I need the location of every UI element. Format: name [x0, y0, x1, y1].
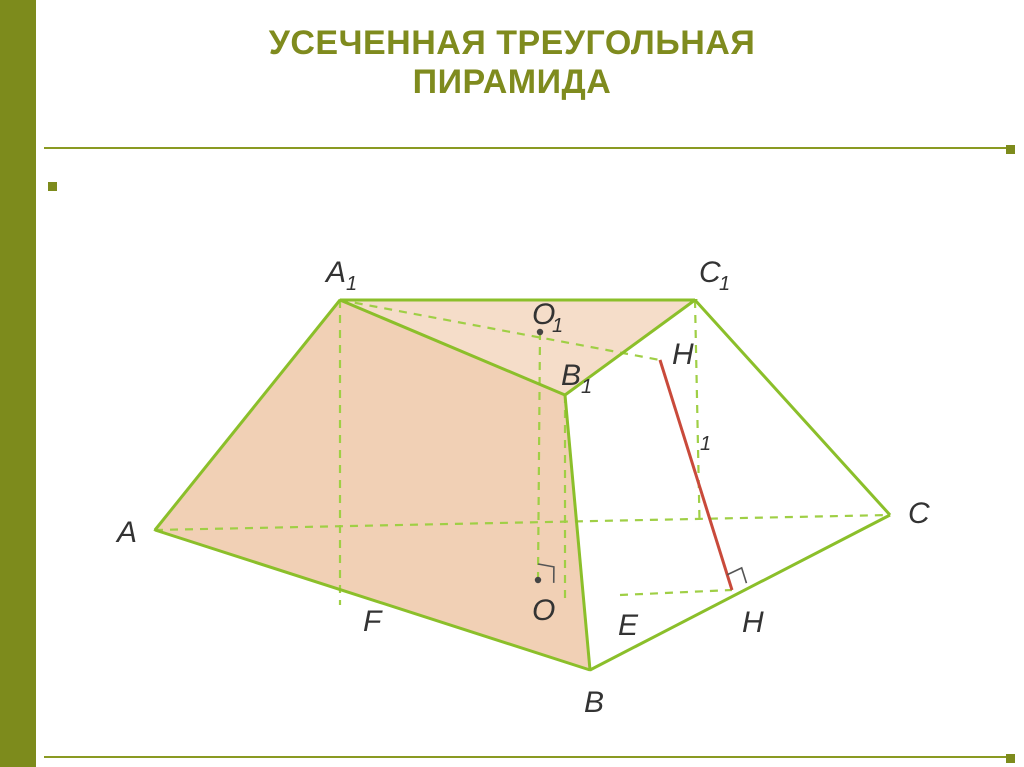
rule-end-square: [1006, 754, 1015, 763]
rule-bottom: [44, 756, 1010, 758]
diagram-label: O: [532, 594, 555, 627]
svg-text:1: 1: [346, 273, 357, 295]
slide: УСЕЧЕННАЯ ТРЕУГОЛЬНАЯ ПИРАМИДА ABCA1B1C1…: [0, 0, 1024, 767]
diagram-label: A: [115, 516, 137, 549]
left-accent-bar: [0, 0, 36, 767]
diagram-label: C: [908, 497, 930, 530]
diagram-label: F: [363, 605, 383, 638]
slide-title: УСЕЧЕННАЯ ТРЕУГОЛЬНАЯ ПИРАМИДА: [0, 24, 1024, 102]
diagram-label: 1: [700, 433, 711, 455]
rule-top: [44, 147, 1010, 149]
title-line1: УСЕЧЕННАЯ ТРЕУГОЛЬНАЯ: [269, 24, 756, 62]
diagram-label: H: [672, 338, 694, 371]
svg-text:1: 1: [719, 273, 730, 295]
diagram-label: E: [618, 609, 639, 642]
svg-text:1: 1: [581, 376, 592, 398]
diagram-label: H: [742, 606, 764, 639]
svg-text:1: 1: [552, 315, 563, 337]
geometry-diagram: ABCA1B1C1O1OFEHH1: [120, 240, 940, 720]
diagram-label: B: [561, 359, 581, 392]
title-line2: ПИРАМИДА: [413, 63, 612, 101]
diagram-label: C: [699, 256, 721, 289]
diagram-svg: ABCA1B1C1O1OFEHH1: [120, 240, 940, 720]
diagram-label: A: [324, 256, 346, 289]
diagram-label: B: [584, 686, 604, 719]
rule-end-square: [1006, 145, 1015, 154]
